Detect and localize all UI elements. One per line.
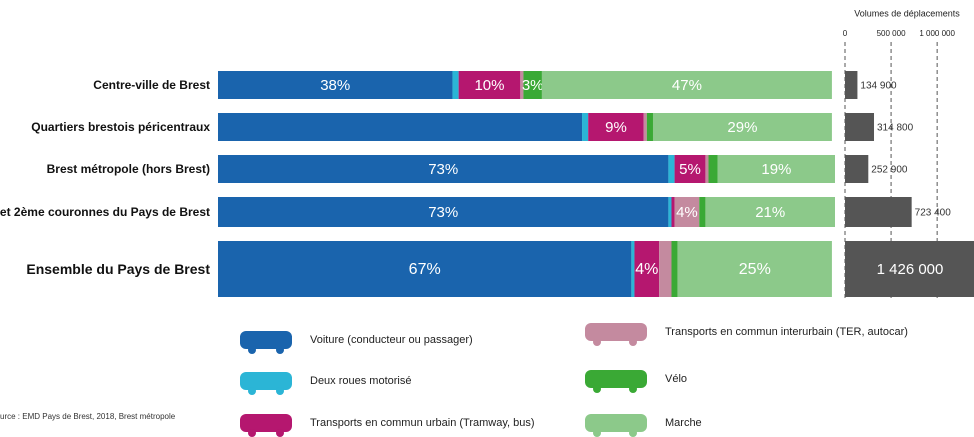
legend-icon bbox=[585, 323, 647, 341]
legend-label: Marche bbox=[665, 417, 702, 429]
category-text: Ensemble du Pays de Brest bbox=[26, 261, 210, 277]
legend-icon bbox=[240, 372, 292, 390]
bar-segment bbox=[646, 113, 653, 141]
category-label: Brest métropole (hors Brest) bbox=[0, 155, 210, 183]
category-label: 1ère et 2ème couronnes du Pays de Brest bbox=[0, 197, 210, 227]
bar bbox=[845, 71, 858, 99]
bar-segment bbox=[582, 113, 589, 141]
value-label: 25% bbox=[739, 261, 771, 278]
x-tick-label: 0 bbox=[843, 29, 848, 38]
value-label: 73% bbox=[428, 204, 458, 221]
bar-segment bbox=[659, 241, 672, 297]
value-label: 38% bbox=[320, 77, 350, 94]
value-label: 4% bbox=[635, 261, 658, 278]
legend-icon bbox=[585, 370, 647, 388]
value-label: 4% bbox=[676, 204, 698, 221]
legend-icon-wheel bbox=[593, 429, 601, 437]
bar-segment bbox=[677, 241, 832, 297]
bar-segment bbox=[458, 71, 521, 99]
value-label: 10% bbox=[474, 77, 504, 94]
legend-icon-wheel bbox=[629, 385, 637, 393]
bar-segment bbox=[523, 71, 542, 99]
bar-segment bbox=[631, 241, 635, 297]
value-label: 5% bbox=[679, 161, 701, 178]
bar bbox=[845, 113, 875, 141]
bar bbox=[845, 155, 869, 183]
value-label: 314 800 bbox=[877, 123, 914, 134]
bar-segment bbox=[452, 71, 459, 99]
bar-segment bbox=[717, 155, 835, 183]
category-label: Ensemble du Pays de Brest bbox=[0, 241, 210, 297]
bar-segment bbox=[708, 155, 718, 183]
value-label: 19% bbox=[761, 161, 791, 178]
bar-segment bbox=[218, 155, 669, 183]
value-label: 21% bbox=[755, 204, 785, 221]
category-label: Centre-ville de Brest bbox=[0, 71, 210, 99]
legend-icon-wheel bbox=[248, 387, 256, 395]
bar-segment bbox=[671, 197, 675, 227]
legend-label: Transports en commun interurbain (TER, a… bbox=[665, 326, 908, 338]
bar-segment bbox=[588, 113, 644, 141]
category-text: Quartiers brestois péricentraux bbox=[31, 120, 210, 134]
value-label: 73% bbox=[428, 161, 458, 178]
bar-segment bbox=[699, 197, 706, 227]
legend-label: Transports en commun urbain (Tramway, bu… bbox=[310, 417, 535, 429]
legend-icon-wheel bbox=[629, 429, 637, 437]
legend-icon bbox=[240, 331, 292, 349]
value-label: 3% bbox=[522, 77, 544, 94]
value-label: 134 900 bbox=[860, 81, 897, 92]
legend-icon bbox=[585, 414, 647, 432]
bar-segment bbox=[218, 241, 632, 297]
bar-segment bbox=[705, 197, 835, 227]
bar-segment bbox=[652, 113, 832, 141]
bar-segment bbox=[668, 197, 672, 227]
bar bbox=[845, 241, 974, 297]
legend-icon-wheel bbox=[629, 338, 637, 346]
legend-label: Voiture (conducteur ou passager) bbox=[310, 334, 473, 346]
bar-segment bbox=[674, 197, 700, 227]
category-text: Centre-ville de Brest bbox=[93, 78, 210, 92]
legend-icon-wheel bbox=[248, 346, 256, 354]
bar-segment bbox=[218, 197, 669, 227]
value-label: 29% bbox=[727, 119, 757, 136]
legend-label: Vélo bbox=[665, 373, 687, 385]
category-text: Brest métropole (hors Brest) bbox=[46, 162, 210, 176]
legend-icon-wheel bbox=[276, 346, 284, 354]
bar-segment bbox=[520, 71, 524, 99]
bar-segment bbox=[671, 241, 678, 297]
legend-icon bbox=[240, 414, 292, 432]
legend-label: Deux roues motorisé bbox=[310, 375, 412, 387]
legend-icon-wheel bbox=[593, 385, 601, 393]
bar-segment bbox=[634, 241, 660, 297]
value-label: 723 400 bbox=[915, 208, 952, 219]
axis-title: Volumes de déplacements bbox=[854, 8, 960, 18]
category-text: 1ère et 2ème couronnes du Pays de Brest bbox=[0, 205, 210, 219]
bar-segment bbox=[541, 71, 832, 99]
bar-segment bbox=[705, 155, 709, 183]
value-label: 47% bbox=[672, 77, 702, 94]
legend-icon-wheel bbox=[593, 338, 601, 346]
x-tick-label: 1 000 000 bbox=[919, 29, 955, 38]
value-label: 67% bbox=[409, 261, 441, 278]
value-label: 252 900 bbox=[871, 165, 908, 176]
legend-icon-wheel bbox=[248, 429, 256, 437]
legend-icon-wheel bbox=[276, 387, 284, 395]
bar-segment bbox=[218, 71, 453, 99]
bar-segment bbox=[218, 113, 583, 141]
value-label: 1 426 000 bbox=[877, 261, 944, 278]
bar bbox=[845, 197, 912, 227]
source: urce : EMD Pays de Brest, 2018, Brest mé… bbox=[0, 412, 176, 421]
bar-segment bbox=[668, 155, 675, 183]
value-label: 9% bbox=[605, 119, 627, 136]
bar-segment bbox=[674, 155, 706, 183]
category-label: Quartiers brestois péricentraux bbox=[0, 113, 210, 141]
x-tick-label: 500 000 bbox=[877, 29, 906, 38]
bar-segment bbox=[643, 113, 647, 141]
legend-icon-wheel bbox=[276, 429, 284, 437]
